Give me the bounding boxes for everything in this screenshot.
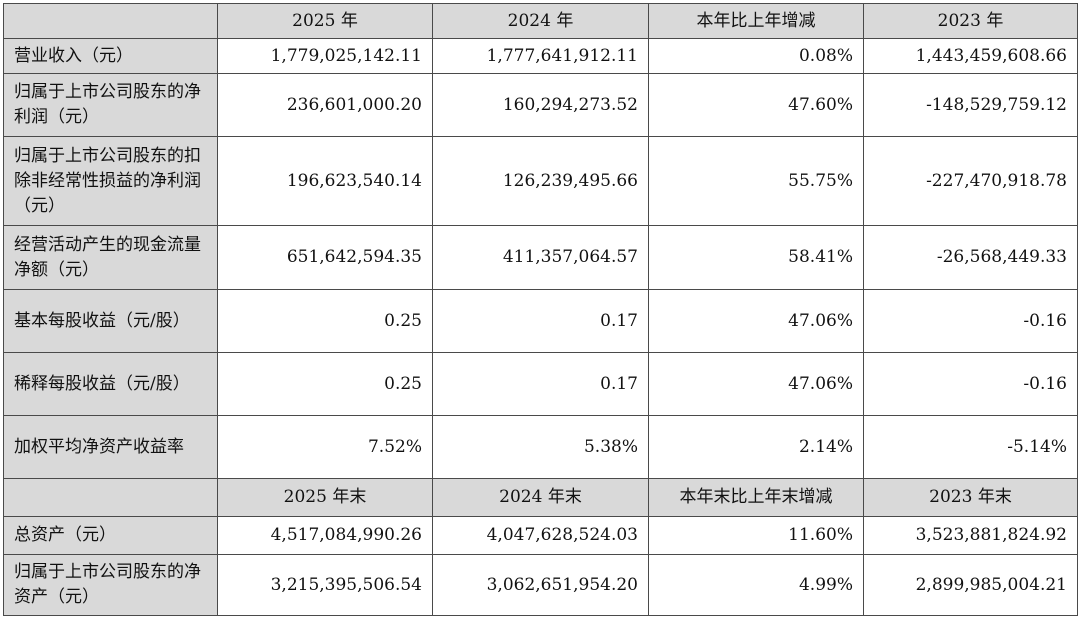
value-cell: 3,523,881,824.92 [863, 516, 1078, 555]
value-cell: 5.38% [432, 415, 649, 479]
value-cell: 58.41% [648, 225, 864, 290]
value-cell: -0.16 [863, 289, 1078, 353]
value-cell: 11.60% [648, 516, 864, 555]
header-row-annual: 2025 年 2024 年 本年比上年增减 2023 年 [3, 3, 1078, 39]
value-cell: -0.16 [863, 352, 1078, 416]
row-label: 稀释每股收益（元/股） [3, 352, 218, 416]
table-row: 归属于上市公司股东的净资产（元） 3,215,395,506.54 3,062,… [3, 554, 1078, 616]
value-cell: 411,357,064.57 [432, 225, 649, 290]
value-cell: -5.14% [863, 415, 1078, 479]
value-cell: 236,601,000.20 [217, 73, 433, 137]
value-cell: 1,443,459,608.66 [863, 38, 1078, 74]
table-row: 归属于上市公司股东的扣除非经常性损益的净利润（元） 196,623,540.14… [3, 136, 1078, 226]
value-cell: 1,777,641,912.11 [432, 38, 649, 74]
row-label: 总资产（元） [3, 516, 218, 555]
value-cell: 4.99% [648, 554, 864, 616]
value-cell: 0.17 [432, 289, 649, 353]
row-label: 基本每股收益（元/股） [3, 289, 218, 353]
value-cell: 7.52% [217, 415, 433, 479]
value-cell: -148,529,759.12 [863, 73, 1078, 137]
header-corner-cell [3, 3, 218, 39]
value-cell: 160,294,273.52 [432, 73, 649, 137]
header-cell: 2025 年末 [217, 478, 433, 517]
row-label: 归属于上市公司股东的净利润（元） [3, 73, 218, 137]
value-cell: 55.75% [648, 136, 864, 226]
value-cell: 47.06% [648, 352, 864, 416]
table-row: 基本每股收益（元/股） 0.25 0.17 47.06% -0.16 [3, 289, 1078, 353]
table-row: 加权平均净资产收益率 7.52% 5.38% 2.14% -5.14% [3, 415, 1078, 479]
value-cell: 3,062,651,954.20 [432, 554, 649, 616]
value-cell: 0.17 [432, 352, 649, 416]
value-cell: 0.25 [217, 289, 433, 353]
value-cell: 0.25 [217, 352, 433, 416]
table-row: 归属于上市公司股东的净利润（元） 236,601,000.20 160,294,… [3, 73, 1078, 137]
row-label: 营业收入（元） [3, 38, 218, 74]
header-cell: 本年末比上年末增减 [648, 478, 864, 517]
row-label: 归属于上市公司股东的净资产（元） [3, 554, 218, 616]
table-row: 稀释每股收益（元/股） 0.25 0.17 47.06% -0.16 [3, 352, 1078, 416]
row-label: 归属于上市公司股东的扣除非经常性损益的净利润（元） [3, 136, 218, 226]
header-cell: 本年比上年增减 [648, 3, 864, 39]
value-cell: 196,623,540.14 [217, 136, 433, 226]
value-cell: 651,642,594.35 [217, 225, 433, 290]
table-row: 经营活动产生的现金流量净额（元） 651,642,594.35 411,357,… [3, 225, 1078, 290]
value-cell: 4,517,084,990.26 [217, 516, 433, 555]
table-row: 总资产（元） 4,517,084,990.26 4,047,628,524.03… [3, 516, 1078, 555]
value-cell: 2.14% [648, 415, 864, 479]
value-cell: 47.60% [648, 73, 864, 137]
header-cell: 2023 年末 [863, 478, 1078, 517]
header-cell: 2024 年末 [432, 478, 649, 517]
value-cell: 3,215,395,506.54 [217, 554, 433, 616]
value-cell: 126,239,495.66 [432, 136, 649, 226]
row-label: 加权平均净资产收益率 [3, 415, 218, 479]
value-cell: 47.06% [648, 289, 864, 353]
value-cell: -227,470,918.78 [863, 136, 1078, 226]
header-cell: 2025 年 [217, 3, 433, 39]
value-cell: 4,047,628,524.03 [432, 516, 649, 555]
header-cell: 2024 年 [432, 3, 649, 39]
header-corner-cell [3, 478, 218, 517]
financial-summary-table: 2025 年 2024 年 本年比上年增减 2023 年 营业收入（元） 1,7… [3, 3, 1078, 616]
header-row-year-end: 2025 年末 2024 年末 本年末比上年末增减 2023 年末 [3, 478, 1078, 517]
value-cell: 1,779,025,142.11 [217, 38, 433, 74]
value-cell: 2,899,985,004.21 [863, 554, 1078, 616]
value-cell: 0.08% [648, 38, 864, 74]
row-label: 经营活动产生的现金流量净额（元） [3, 225, 218, 290]
value-cell: -26,568,449.33 [863, 225, 1078, 290]
header-cell: 2023 年 [863, 3, 1078, 39]
table-row: 营业收入（元） 1,779,025,142.11 1,777,641,912.1… [3, 38, 1078, 74]
